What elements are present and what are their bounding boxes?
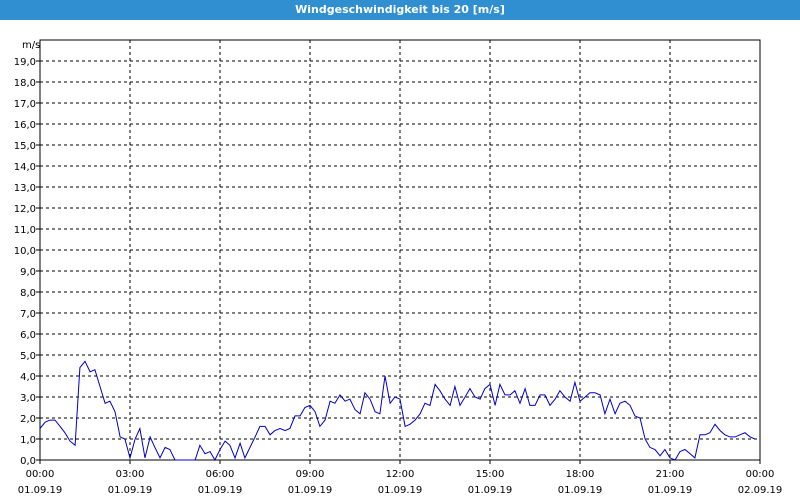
- wind-speed-line: [39, 360, 756, 462]
- y-tick-label: 5,0: [20, 351, 36, 362]
- x-tick-date: 01.09.19: [468, 485, 513, 496]
- y-tick-label: 12,0: [14, 204, 36, 215]
- y-tick-label: 17,0: [14, 99, 36, 110]
- x-tick-time: 06:00: [206, 469, 235, 480]
- x-tick-time: 18:00: [566, 469, 595, 480]
- x-tick-date: 01.09.19: [288, 485, 333, 496]
- x-tick-date: 01.09.19: [108, 485, 153, 496]
- window-title: Windgeschwindigkeit bis 20 [m/s]: [0, 0, 800, 20]
- x-tick-time: 21:00: [656, 469, 685, 480]
- x-axis: 00:00 01.09.19 03:00 01.09.19 06:00 01.09.19 0…: [18, 460, 783, 496]
- y-tick-label: 2,0: [20, 414, 36, 425]
- y-tick-label: 0,0: [20, 456, 36, 467]
- x-tick-time: 12:00: [386, 469, 415, 480]
- y-tick-label: 13,0: [14, 183, 36, 194]
- y-tick-label: 6,0: [20, 330, 36, 341]
- y-tick-label: 16,0: [14, 120, 36, 131]
- wind-speed-chart: 0,0 1,0 2,0 3,0 4,0 5,0 6,0 7,0 8,0 9,0 10,0 11,0 12…: [14, 39, 783, 496]
- y-axis: 0,0 1,0 2,0 3,0 4,0 5,0 6,0 7,0 8,0 9,0 10,0 11,0 12…: [14, 57, 40, 467]
- x-tick-time: 00:00: [746, 469, 775, 480]
- x-tick-date: 01.09.19: [648, 485, 693, 496]
- y-tick-label: 7,0: [20, 309, 36, 320]
- chart-grid: [40, 40, 760, 460]
- x-tick-time: 09:00: [296, 469, 325, 480]
- y-tick-label: 19,0: [14, 57, 36, 68]
- y-tick-label: 11,0: [14, 225, 36, 236]
- y-tick-label: 8,0: [20, 288, 36, 299]
- y-tick-label: 4,0: [20, 372, 36, 383]
- x-tick-date: 01.09.19: [378, 485, 423, 496]
- x-tick-time: 15:00: [476, 469, 505, 480]
- y-tick-label: 3,0: [20, 393, 36, 404]
- x-tick-date: 02.09.19: [738, 485, 783, 496]
- y-axis-unit: m/s: [22, 40, 40, 51]
- y-tick-label: 1,0: [20, 435, 36, 446]
- y-tick-label: 9,0: [20, 267, 36, 278]
- y-tick-label: 10,0: [14, 246, 36, 257]
- x-tick-time: 00:00: [26, 469, 55, 480]
- y-tick-label: 14,0: [14, 162, 36, 173]
- x-tick-date: 01.09.19: [18, 485, 63, 496]
- x-tick-date: 01.09.19: [198, 485, 243, 496]
- y-tick-label: 15,0: [14, 141, 36, 152]
- x-tick-time: 03:00: [116, 469, 145, 480]
- plot-frame: [39, 39, 761, 461]
- x-tick-date: 01.09.19: [558, 485, 603, 496]
- y-tick-label: 18,0: [14, 78, 36, 89]
